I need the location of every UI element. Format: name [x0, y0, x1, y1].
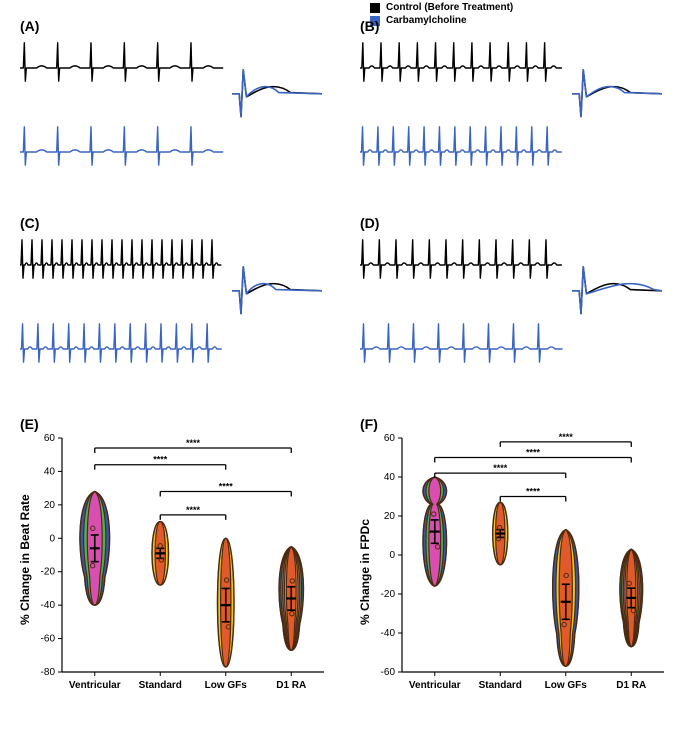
trace-panel-D [360, 235, 665, 384]
svg-text:0: 0 [49, 533, 55, 544]
violin-panel-F: -60 -40 -20 0 20 40 60 **** **** **** **** [360, 432, 670, 703]
violin-svg-E: -80 -60 -40 -20 0 20 40 60 **** **** **** **** [20, 432, 330, 700]
svg-text:****: **** [493, 463, 508, 473]
svg-text:-20: -20 [41, 567, 56, 578]
svg-text:****: **** [526, 448, 541, 458]
svg-text:60: 60 [44, 433, 56, 444]
y-axis-label-F: % Change in FPDc [358, 519, 372, 625]
svg-text:****: **** [186, 505, 201, 515]
svg-text:-20: -20 [381, 589, 396, 600]
trace-panel-B [360, 38, 665, 187]
x-cat-E-0: Ventricular [65, 680, 125, 691]
x-cat-F-3: D1 RA [601, 680, 661, 691]
panel-label-D: (D) [360, 215, 379, 231]
trace-panel-C [20, 235, 325, 384]
trace-svg-D [360, 235, 665, 381]
panel-label-C: (C) [20, 215, 39, 231]
svg-text:20: 20 [44, 500, 56, 511]
x-cat-E-3: D1 RA [261, 680, 321, 691]
svg-text:40: 40 [384, 472, 396, 483]
legend: Control (Before Treatment) Carbamylcholi… [370, 2, 513, 28]
panel-label-E: (E) [20, 416, 39, 432]
svg-text:****: **** [219, 481, 234, 491]
svg-text:-40: -40 [41, 600, 56, 611]
x-cat-E-2: Low GFs [196, 680, 256, 691]
svg-text:****: **** [559, 432, 574, 442]
svg-text:-60: -60 [41, 634, 56, 645]
panel-label-F: (F) [360, 416, 378, 432]
svg-text:****: **** [526, 487, 541, 497]
trace-svg-C [20, 235, 325, 381]
svg-text:40: 40 [44, 466, 56, 477]
trace-svg-A [20, 38, 325, 184]
svg-text:-80: -80 [41, 667, 56, 678]
svg-text:-40: -40 [381, 628, 396, 639]
svg-text:20: 20 [384, 511, 396, 522]
legend-swatch-control [370, 3, 380, 13]
violin-panel-E: -80 -60 -40 -20 0 20 40 60 **** **** **** **** [20, 432, 330, 703]
trace-panel-A [20, 38, 325, 187]
panel-label-A: (A) [20, 18, 39, 34]
svg-text:****: **** [186, 438, 201, 448]
x-cat-F-2: Low GFs [536, 680, 596, 691]
legend-label-treat: Carbamylcholine [386, 15, 467, 26]
x-cat-F-0: Ventricular [405, 680, 465, 691]
svg-text:****: **** [153, 455, 168, 465]
violin-svg-F: -60 -40 -20 0 20 40 60 **** **** **** **** [360, 432, 670, 700]
legend-label-control: Control (Before Treatment) [386, 2, 513, 13]
trace-svg-B [360, 38, 665, 184]
y-axis-label-E: % Change in Beat Rate [18, 494, 32, 625]
x-cat-F-1: Standard [470, 680, 530, 691]
svg-text:0: 0 [389, 550, 395, 561]
panel-label-B: (B) [360, 18, 379, 34]
svg-text:60: 60 [384, 433, 396, 444]
svg-text:-60: -60 [381, 667, 396, 678]
x-cat-E-1: Standard [130, 680, 190, 691]
